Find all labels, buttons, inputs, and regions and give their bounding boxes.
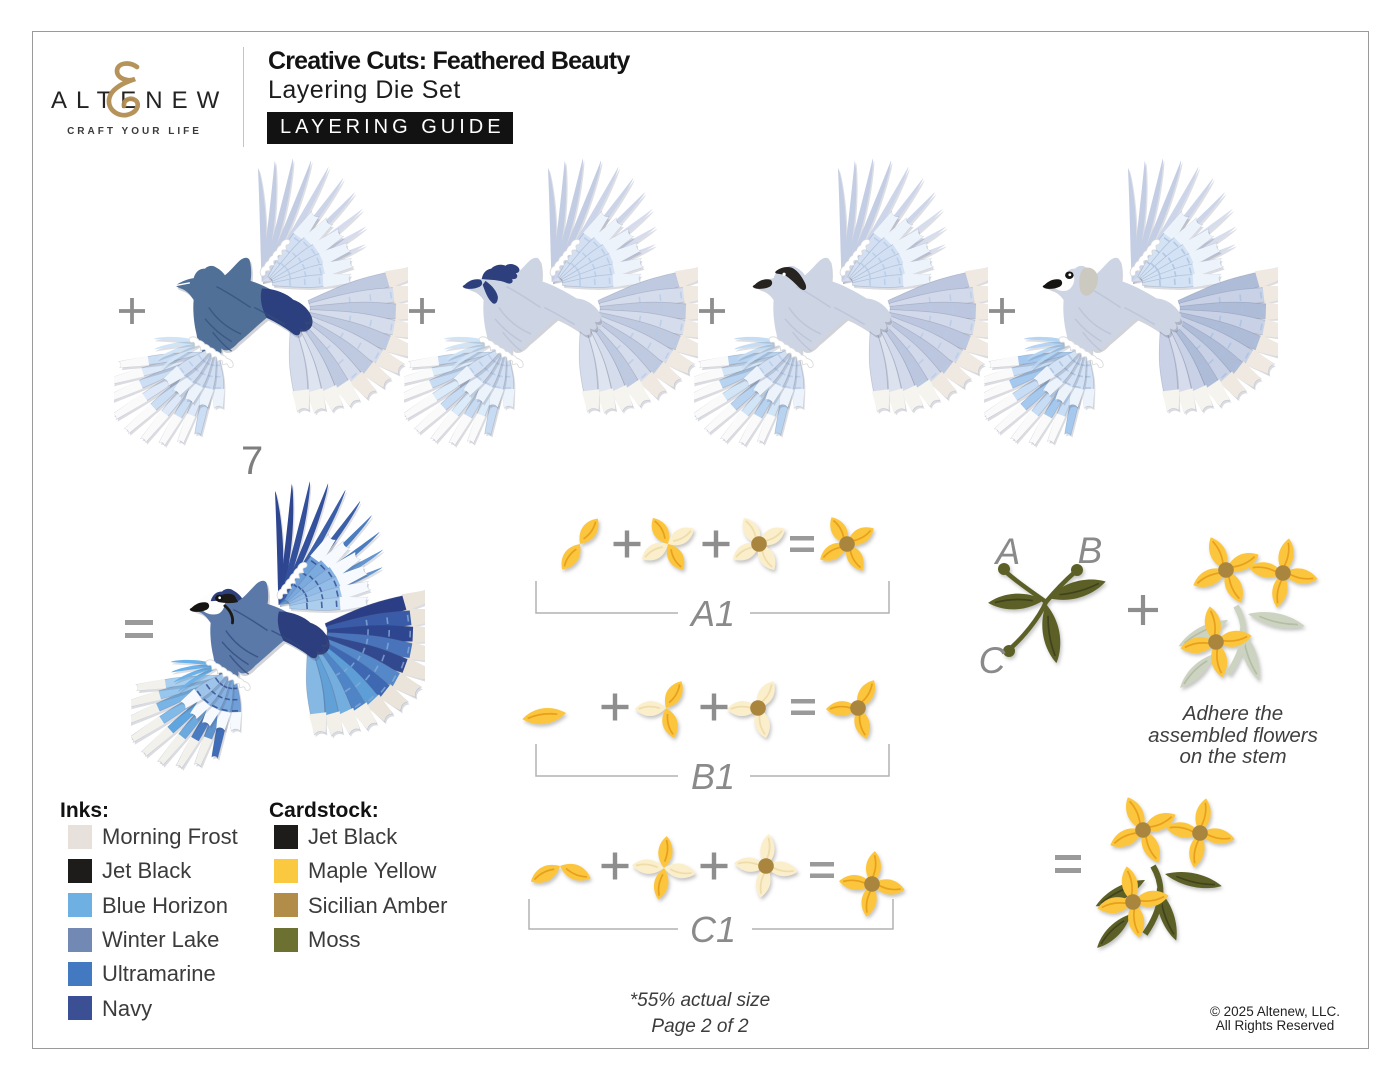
svg-text:C: C [979,640,1006,681]
svg-text:A1: A1 [689,593,735,634]
svg-text:C1: C1 [690,909,736,950]
svg-text:7: 7 [241,439,263,483]
svg-text:B: B [1078,530,1103,571]
svg-text:B1: B1 [691,756,735,797]
svg-text:A: A [994,531,1021,572]
